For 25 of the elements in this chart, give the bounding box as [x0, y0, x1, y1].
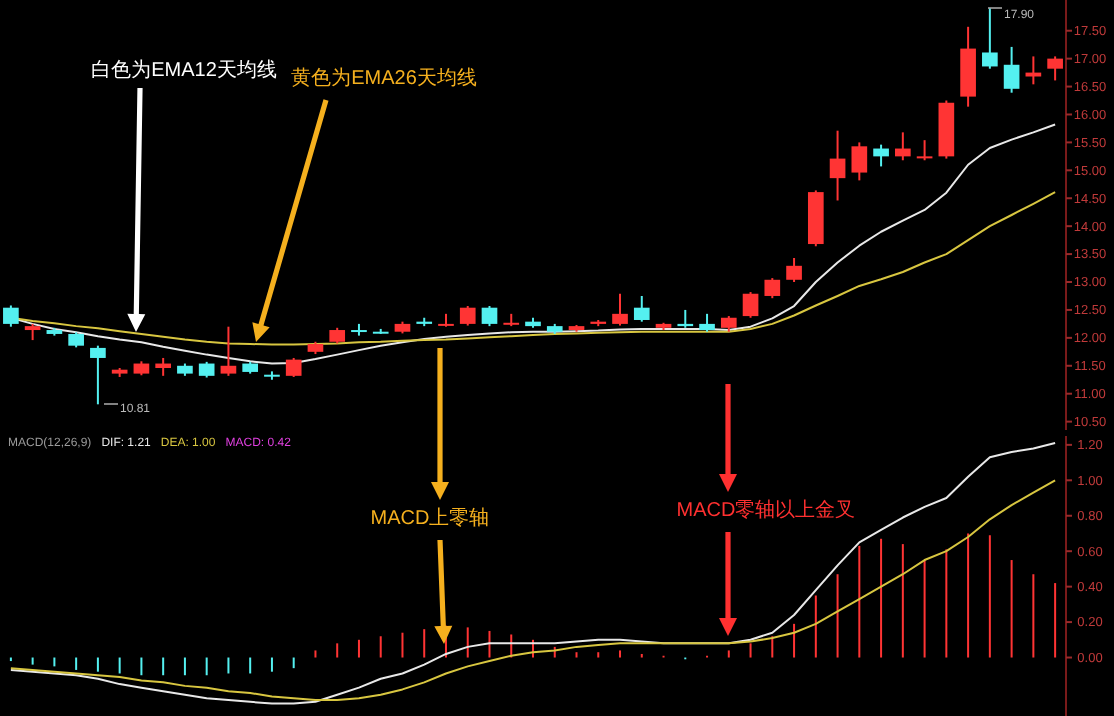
candlestick: [3, 304, 19, 328]
candlestick: [481, 305, 498, 328]
annotation: 黄色为EMA26天均线: [291, 66, 477, 90]
candlestick: [612, 292, 628, 327]
annotation: MACD上零轴: [370, 506, 490, 530]
line-series: [9, 479, 1057, 702]
candlestick: [1003, 45, 1020, 94]
candlestick: [633, 294, 650, 323]
candlestick: [851, 141, 868, 182]
candlestick: [982, 7, 998, 70]
candlestick: [285, 356, 302, 378]
annotation: MACD零轴以上金叉: [676, 498, 856, 522]
candlestick: [459, 305, 476, 327]
candlestick: [742, 291, 759, 319]
candlestick: [786, 257, 802, 284]
candlestick: [873, 143, 889, 168]
candlestick: [764, 277, 781, 300]
candlestick: [916, 139, 933, 162]
candlestick: [1025, 55, 1042, 86]
candlestick: [90, 344, 106, 406]
candlestick: [895, 131, 911, 162]
candlestick: [1047, 55, 1063, 82]
candlestick: [829, 129, 846, 202]
candlestick: [220, 325, 237, 377]
annotation: 白色为EMA12天均线: [91, 58, 277, 82]
